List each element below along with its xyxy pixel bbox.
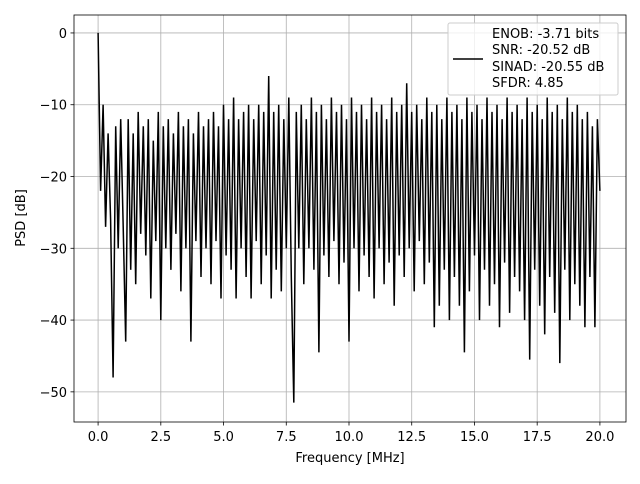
axes-frame [73,14,627,423]
legend-box [447,22,619,96]
x-axis-label: Frequency [MHz] [295,451,404,466]
legend-enob: ENOB: -3.71 bits [492,27,599,42]
x-tick-label: 7.5 [276,430,297,445]
y-tick-label: 0 [59,27,67,42]
y-tick-label: −40 [40,314,67,329]
x-tick-label: 15.0 [460,430,489,445]
psd-series-line [97,32,601,403]
legend-sinad: SINAD: -20.55 dB [492,60,604,75]
x-axis-ticks: 0.0 2.5 5.0 7.5 10.0 12.5 15.0 17.5 20.0 [88,422,614,445]
x-tick-label: 2.5 [150,430,171,445]
y-axis-label: PSD [dB] [14,189,29,247]
y-tick-label: −30 [40,242,67,257]
x-tick-label: 10.0 [335,430,364,445]
legend-sfdr: SFDR: 4.85 [492,76,564,91]
x-tick-label: 20.0 [585,430,614,445]
legend-snr: SNR: -20.52 dB [492,43,590,58]
y-tick-label: −10 [40,99,67,114]
x-tick-label: 17.5 [523,430,552,445]
y-tick-label: −20 [40,171,67,186]
legend: ENOB: -3.71 bits SNR: -20.52 dB SINAD: -… [447,22,619,96]
x-tick-label: 0.0 [88,430,109,445]
y-axis-ticks: 0 −10 −20 −30 −40 −50 [40,27,74,401]
x-tick-label: 12.5 [397,430,426,445]
y-tick-label: −50 [40,386,67,401]
x-tick-label: 5.0 [213,430,234,445]
